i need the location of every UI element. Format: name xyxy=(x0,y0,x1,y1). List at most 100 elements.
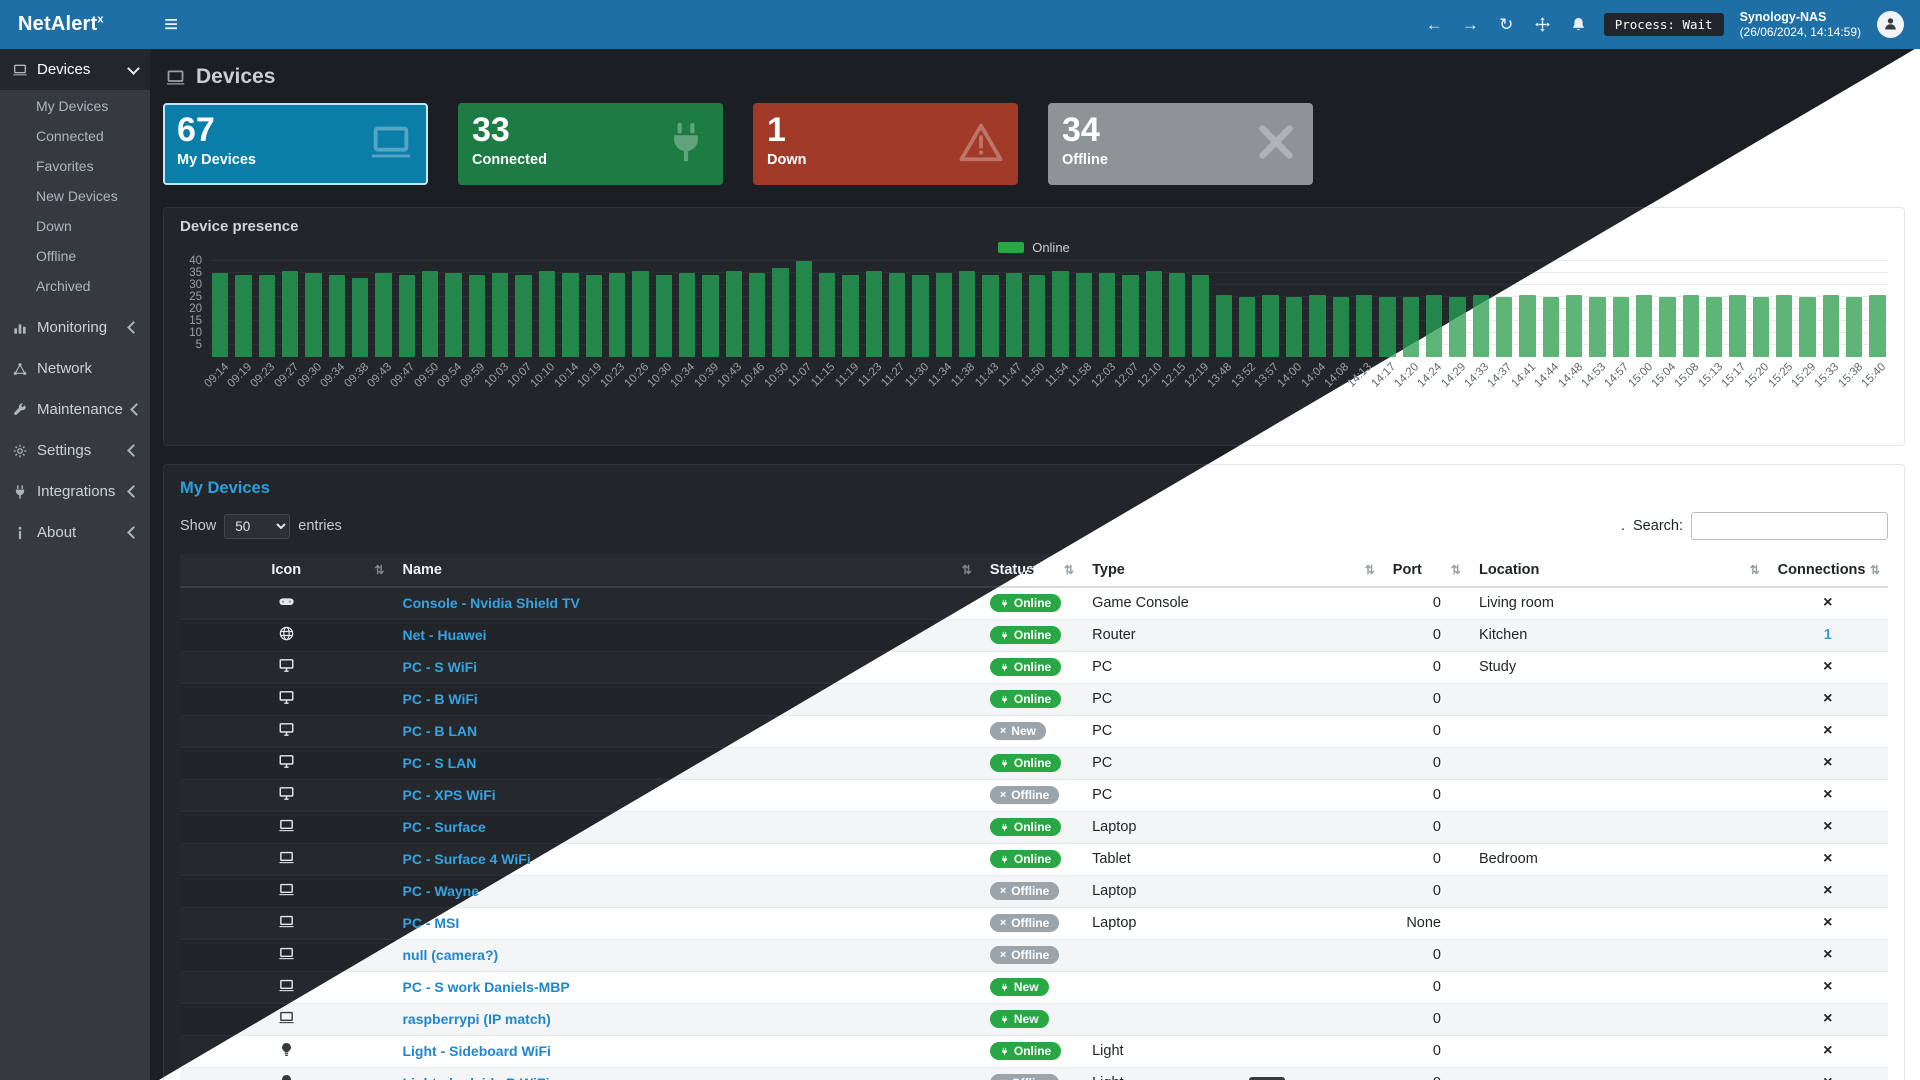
device-name-link[interactable]: Light - Sideboard WiFi xyxy=(402,1042,551,1059)
column-header-status[interactable]: Status ⇅ xyxy=(979,554,1083,588)
device-name-link[interactable]: PC - S WiFi xyxy=(402,658,478,675)
status-badge-online: Online xyxy=(989,658,1062,676)
device-icon-cell xyxy=(180,587,393,620)
no-connections-icon: × xyxy=(1823,882,1833,899)
refresh-icon[interactable]: ↻ xyxy=(1499,14,1514,34)
sort-icon[interactable]: ⇅ xyxy=(961,563,972,577)
sidebar-subitem-offline[interactable]: Offline xyxy=(36,248,77,264)
sort-icon[interactable]: ⇅ xyxy=(1450,563,1461,577)
device-name-link[interactable]: PC - B LAN xyxy=(402,722,478,739)
device-type xyxy=(1082,971,1383,1004)
device-type: Laptop xyxy=(1082,875,1383,908)
y-axis-tick: 10 xyxy=(189,327,202,339)
column-header-type[interactable]: Type ⇅ xyxy=(1082,554,1383,588)
move-icon[interactable] xyxy=(1533,16,1552,33)
device-port: 0 xyxy=(1382,715,1469,748)
plug-icon xyxy=(1000,663,1009,672)
status-badge-online: Online xyxy=(989,850,1062,868)
device-name-link[interactable]: raspberrypi (IP match) xyxy=(402,1010,551,1027)
sort-icon[interactable]: ⇅ xyxy=(1364,563,1375,577)
sort-icon[interactable]: ⇅ xyxy=(1869,563,1880,577)
column-header-connections[interactable]: Connections ⇅ xyxy=(1767,554,1888,588)
chart-legend[interactable]: Online xyxy=(180,237,1888,257)
column-header-location[interactable]: Location ⇅ xyxy=(1468,554,1768,588)
presence-bar xyxy=(235,275,252,357)
sidebar-subitem-favorites[interactable]: Favorites xyxy=(36,158,94,174)
page-size-select[interactable]: 50 xyxy=(224,513,291,539)
sidebar-item-monitoring[interactable]: Monitoring xyxy=(0,307,150,348)
x-axis-label: 14:29 xyxy=(1439,361,1469,390)
nav-forward-icon[interactable]: → xyxy=(1461,14,1479,34)
device-name-link[interactable]: PC - B WiFi xyxy=(402,690,478,707)
stat-card-my-devices[interactable]: 67 My Devices xyxy=(163,103,428,185)
stat-card-connected[interactable]: 33 Connected xyxy=(458,103,723,185)
device-name-cell: PC - Surface xyxy=(392,811,980,844)
presence-bar xyxy=(468,275,486,357)
user-avatar[interactable] xyxy=(1877,11,1904,38)
sidebar-item-maintenance[interactable]: Maintenance xyxy=(0,389,150,430)
device-status-cell: ×Offline xyxy=(979,907,1083,940)
x-axis-label: 15:29 xyxy=(1789,361,1819,390)
chevron-left-icon xyxy=(130,403,143,416)
column-header-name[interactable]: Name ⇅ xyxy=(392,554,980,588)
x-axis-label: 15:40 xyxy=(1859,361,1889,390)
no-connections-icon: × xyxy=(1823,658,1833,675)
sidebar-item-network[interactable]: Network xyxy=(0,348,150,389)
sidebar-subitem-archived[interactable]: Archived xyxy=(36,278,91,294)
sidebar-subitem-connected[interactable]: Connected xyxy=(36,128,104,144)
device-type: Light xyxy=(1082,1035,1383,1068)
device-name-link[interactable]: PC - MSI xyxy=(402,914,460,931)
device-type: PC xyxy=(1082,747,1383,780)
device-icon-cell xyxy=(180,939,393,972)
app-logo[interactable]: NetAlertx xyxy=(0,13,150,36)
sidebar-item-integrations[interactable]: Integrations xyxy=(0,471,150,512)
device-name-link[interactable]: null (camera?) xyxy=(402,946,499,963)
device-name-link[interactable]: PC - Surface 4 WiFi xyxy=(402,850,531,867)
sort-icon[interactable]: ⇅ xyxy=(374,563,385,577)
sort-icon[interactable]: ⇅ xyxy=(1064,563,1075,577)
device-name-link[interactable]: Console - Nvidia Shield TV xyxy=(402,594,580,611)
x-axis-label: 15:25 xyxy=(1766,361,1795,390)
presence-bar xyxy=(678,273,696,357)
presence-bar xyxy=(1052,270,1069,357)
device-icon-cell xyxy=(180,811,393,844)
laptop-icon xyxy=(278,977,295,994)
device-connections-cell: × xyxy=(1767,843,1888,876)
sidebar-subitem-my-devices[interactable]: My Devices xyxy=(36,98,109,114)
connections-count-link[interactable]: 1 xyxy=(1823,627,1832,643)
column-header-port[interactable]: Port ⇅ xyxy=(1382,554,1469,588)
sidebar-subitem-new-devices[interactable]: New Devices xyxy=(36,188,118,204)
sidebar-item-devices[interactable]: Devices xyxy=(0,49,150,90)
stat-card-offline[interactable]: 34 Offline xyxy=(1048,103,1313,185)
nav-back-icon[interactable]: ← xyxy=(1425,14,1443,34)
device-location: Study xyxy=(1468,651,1768,684)
sidebar-subitem-down[interactable]: Down xyxy=(36,218,72,234)
chevron-left-icon xyxy=(127,485,140,498)
device-name-cell: PC - S work Daniels-MBP xyxy=(392,971,980,1004)
presence-bar xyxy=(982,275,999,357)
y-axis-tick: 25 xyxy=(189,291,202,303)
device-name-link[interactable]: PC - Surface xyxy=(402,818,486,835)
x-axis-label: 14:44 xyxy=(1532,361,1562,390)
notifications-bell-icon[interactable] xyxy=(1569,16,1588,33)
column-header-icon[interactable]: Icon ⇅ xyxy=(180,554,393,588)
x-axis-label: 10:50 xyxy=(762,361,792,390)
presence-bar xyxy=(1706,297,1723,357)
device-name-link[interactable]: Net - Huawei xyxy=(402,626,487,643)
sort-icon[interactable]: ⇅ xyxy=(1749,563,1760,577)
device-name-link[interactable]: PC - Wayne xyxy=(402,882,479,899)
table-row: Light - Sideboard WiFi Online Light 0 × xyxy=(180,1035,1888,1068)
device-name-link[interactable]: Light - bedside B WiFi xyxy=(402,1075,549,1080)
device-name-link[interactable]: PC - S work Daniels-MBP xyxy=(402,978,570,995)
device-name-link[interactable]: PC - S LAN xyxy=(402,754,477,771)
x-axis-label: 15:17 xyxy=(1719,361,1749,390)
device-port: 0 xyxy=(1382,811,1469,844)
device-name-link[interactable]: PC - XPS WiFi xyxy=(402,786,496,803)
sidebar-item-about[interactable]: About xyxy=(0,512,150,553)
sidebar-item-settings[interactable]: Settings xyxy=(0,430,150,471)
stat-card-down[interactable]: 1 Down xyxy=(753,103,1018,185)
sidebar-submenu: My Devices Connected Favorites New Devices D… xyxy=(0,90,150,307)
search-input[interactable] xyxy=(1691,512,1888,540)
menu-toggle-icon[interactable]: ≡ xyxy=(164,10,179,38)
